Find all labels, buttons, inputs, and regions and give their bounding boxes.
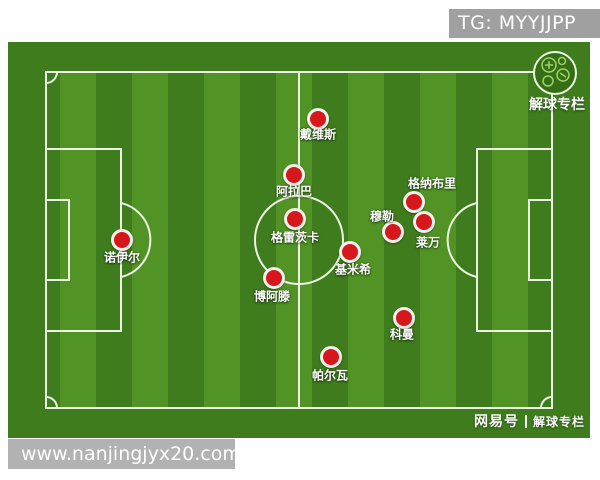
channel-name: 解球专栏 [532,414,585,429]
player-name-label: 格雷茨卡 [270,230,320,245]
channel-logo [533,51,577,95]
telegram-watermark: TG: MYYJJPP [449,9,600,38]
player-dot [307,108,329,130]
platform-name: 网易号 [473,414,519,430]
channel-logo-text: 解球专栏 [529,97,585,113]
player-name-label: 戴维斯 [299,127,337,142]
player-name-label: 阿拉巴 [275,184,313,199]
player-name-label: 科曼 [389,327,415,342]
pitch-markings [45,71,553,409]
website-watermark: www.nanjingjyx20.com [8,439,241,469]
player-dot [284,208,306,230]
player-dot [339,241,361,263]
players-layer: 戴维斯 阿拉巴 格纳布里 格雷茨卡 穆勒 莱万 诺伊尔 基米希 博阿滕 科曼 帕 [8,42,590,438]
player-dot [393,307,415,329]
player-name-label: 基米希 [334,262,372,277]
player-name-label: 博阿滕 [253,289,291,304]
player-name-label: 格纳布里 [407,176,457,191]
player-dot [320,346,342,368]
player-name-label: 莱万 [415,235,441,250]
player-dot [283,164,305,186]
player-dot [413,211,435,233]
player-dot [111,229,133,251]
pitch-field: 戴维斯 阿拉巴 格纳布里 格雷茨卡 穆勒 莱万 诺伊尔 基米希 博阿滕 科曼 帕 [8,42,590,438]
divider [524,414,527,428]
football-doodle-icon [541,56,570,87]
player-dot [403,191,425,213]
platform-credit: 网易号 解球专栏 [474,411,585,431]
player-dot [263,267,285,289]
player-name-label: 帕尔瓦 [311,368,349,383]
player-name-label: 诺伊尔 [103,250,141,265]
player-name-label: 穆勒 [369,209,395,224]
player-dot [382,221,404,243]
